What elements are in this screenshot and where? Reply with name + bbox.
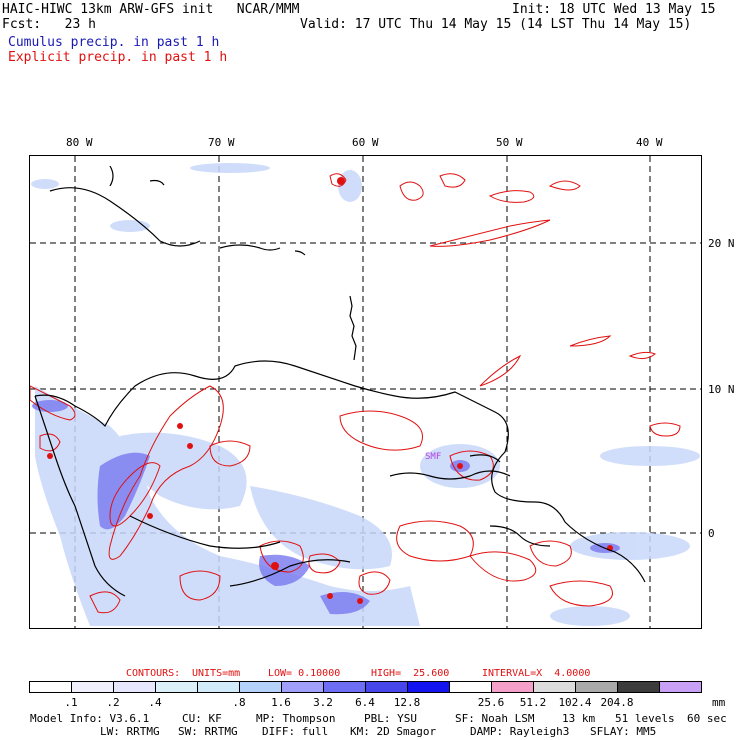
color-swatch [72,682,114,692]
contour-interval: INTERVAL=X 4.0000 [482,668,591,679]
color-swatch [156,682,198,692]
station-marker: SMF [425,452,441,462]
lat-label-10n: 10 N [708,383,735,396]
color-swatch [366,682,408,692]
color-scale-label: .1 [64,696,78,709]
cumulus-legend-label: Cumulus precip. in past 1 h [8,35,220,50]
lon-label-70w: 70 W [208,136,235,149]
time-step: 60 sec [687,712,727,725]
color-swatch [324,682,366,692]
microphysics-scheme: MP: Thompson [256,712,336,725]
color-scale-unit: mm [712,696,726,709]
precip-map: SMF [29,155,702,629]
lat-label-20n: 20 N [708,237,735,250]
color-scale-label: .2 [106,696,120,709]
model-version: Model Info: V3.6.1 [30,712,150,725]
surface-layer-option: SFLAY: MM5 [590,725,657,738]
init-time: Init: 18 UTC Wed 13 May 15 [512,2,716,17]
cumulus-scheme: CU: KF [182,712,222,725]
damping-option: DAMP: Rayleigh3 [470,725,570,738]
map-canvas: SMF [29,156,701,628]
lon-label-60w: 60 W [352,136,379,149]
model-title: HAIC-HIWC 13km ARW-GFS init NCAR/MMM [2,2,300,17]
diffusion-option: DIFF: full [262,725,329,738]
color-scale-label: 102.4 [558,696,592,709]
contour-label: CONTOURS: [126,668,181,679]
grid-spacing: 13 km [562,712,596,725]
contour-info: CONTOURS: UNITS=mm LOW= 0.10000 HIGH= 25… [0,668,740,734]
color-scale-label: 12.8 [393,696,421,709]
color-swatch [576,682,618,692]
color-scale-label: 51.2 [519,696,547,709]
color-scale-label: 3.2 [313,696,333,709]
cumulus-precip-shading [31,163,700,626]
color-swatch [660,682,701,692]
pbl-scheme: PBL: YSU [364,712,417,725]
color-swatch [618,682,660,692]
color-swatch [492,682,534,692]
color-swatch [282,682,324,692]
km-option: KM: 2D Smagor [350,725,437,738]
contour-low: LOW= 0.10000 [268,668,341,679]
longwave-scheme: LW: RRTMG [100,725,160,738]
color-swatch [534,682,576,692]
color-swatch [450,682,492,692]
color-swatch [30,682,72,692]
color-swatch [114,682,156,692]
surface-scheme: SF: Noah LSM [455,712,535,725]
valid-time: Valid: 17 UTC Thu 14 May 15 (14 LST Thu … [300,17,692,32]
color-scale-label: 25.6 [477,696,505,709]
explicit-heavy-cores [47,177,613,604]
color-scale-label: 6.4 [355,696,375,709]
color-scale-bar [29,681,702,693]
explicit-legend-label: Explicit precip. in past 1 h [8,50,228,65]
shortwave-scheme: SW: RRTMG [178,725,238,738]
lon-label-50w: 50 W [496,136,523,149]
vertical-levels: 51 levels [615,712,675,725]
contour-high: HIGH= 25.600 [371,668,450,679]
color-swatch [240,682,282,692]
color-scale-label: 204.8 [600,696,634,709]
color-scale-label: 1.6 [271,696,291,709]
lon-label-80w: 80 W [66,136,93,149]
forecast-hour: Fcst: 23 h [2,17,96,32]
lat-label-0: 0 [708,527,715,540]
coastlines [34,165,646,597]
color-swatch [408,682,450,692]
lon-label-40w: 40 W [636,136,663,149]
color-scale-label: .8 [232,696,246,709]
contour-units: UNITS=mm [192,668,241,679]
color-swatch [198,682,240,692]
color-scale-label: .4 [148,696,162,709]
